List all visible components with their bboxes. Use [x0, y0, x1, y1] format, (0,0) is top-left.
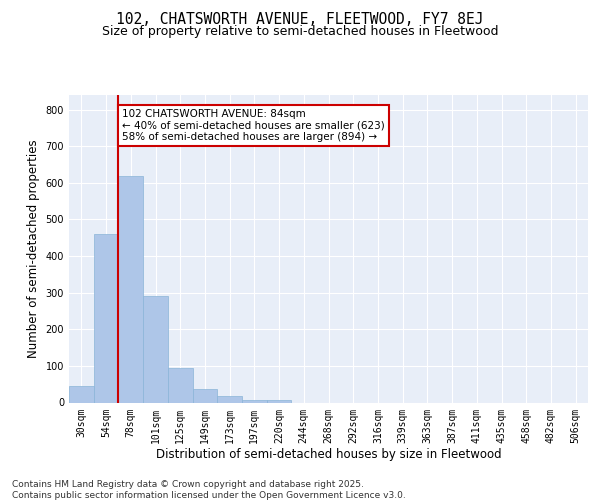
- Y-axis label: Number of semi-detached properties: Number of semi-detached properties: [27, 140, 40, 358]
- Bar: [193, 390, 217, 402]
- Bar: [69, 386, 94, 402]
- Bar: [94, 234, 118, 402]
- Bar: [217, 396, 242, 402]
- Text: Contains HM Land Registry data © Crown copyright and database right 2025.
Contai: Contains HM Land Registry data © Crown c…: [12, 480, 406, 500]
- Bar: [267, 400, 292, 402]
- Bar: [118, 176, 143, 402]
- Bar: [242, 400, 267, 402]
- Bar: [168, 368, 193, 402]
- Bar: [143, 296, 168, 403]
- Text: Size of property relative to semi-detached houses in Fleetwood: Size of property relative to semi-detach…: [102, 24, 498, 38]
- X-axis label: Distribution of semi-detached houses by size in Fleetwood: Distribution of semi-detached houses by …: [155, 448, 502, 461]
- Text: 102 CHATSWORTH AVENUE: 84sqm
← 40% of semi-detached houses are smaller (623)
58%: 102 CHATSWORTH AVENUE: 84sqm ← 40% of se…: [122, 109, 385, 142]
- Text: 102, CHATSWORTH AVENUE, FLEETWOOD, FY7 8EJ: 102, CHATSWORTH AVENUE, FLEETWOOD, FY7 8…: [116, 12, 484, 28]
